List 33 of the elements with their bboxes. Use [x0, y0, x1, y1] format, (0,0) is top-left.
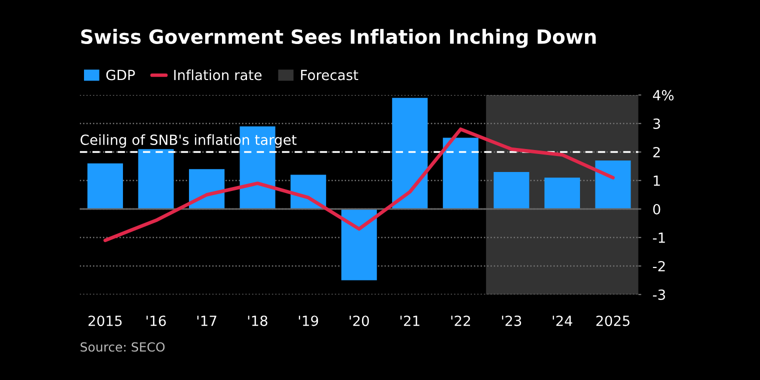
y-tick-label: 4% [652, 90, 674, 100]
x-tick-label: '21 [400, 316, 420, 326]
bar [87, 163, 123, 209]
y-tick-label: -1 [652, 232, 665, 243]
x-tick-label: '18 [248, 316, 268, 326]
bar [595, 160, 631, 209]
y-tick-label: -3 [652, 289, 666, 300]
x-tick-label: '19 [298, 316, 318, 326]
x-tick-label: '16 [146, 316, 166, 326]
y-tick-label: -2 [652, 260, 665, 272]
x-tick-label: 2025 [596, 316, 630, 326]
x-tick-label: '17 [197, 316, 216, 326]
y-tick-label: 1 [654, 176, 660, 186]
bar [392, 98, 428, 209]
x-tick-label: '22 [451, 316, 470, 326]
bar [544, 178, 580, 209]
y-tick-label: 2 [653, 146, 660, 158]
x-tick-label: 2015 [88, 316, 122, 326]
legend-label: Inflation rate [174, 70, 262, 80]
bar [442, 138, 478, 209]
x-tick-label: '24 [552, 316, 572, 326]
bar [188, 169, 225, 209]
source-note: Source: SECO [80, 342, 165, 352]
bar [341, 209, 377, 280]
x-tick-label: '20 [350, 316, 369, 326]
bar [138, 149, 174, 209]
chart-title: Swiss Government Sees Inflation Inching Down [81, 28, 596, 48]
y-tick-label: 3 [653, 118, 660, 129]
bar [494, 172, 530, 209]
legend-label: Forecast [301, 70, 358, 80]
legend-label: GDP [106, 70, 135, 80]
y-tick-label: 0 [653, 204, 660, 214]
x-tick-label: '23 [502, 316, 522, 326]
